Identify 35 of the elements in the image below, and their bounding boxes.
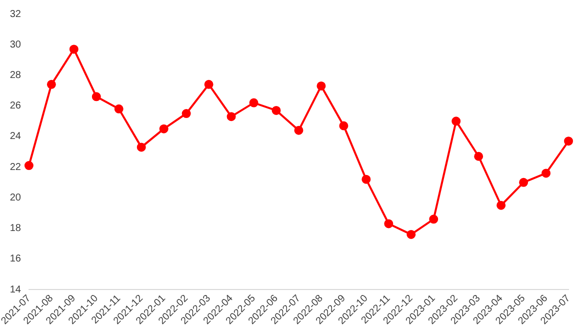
point bbox=[24, 161, 34, 170]
y-tick-label: 20 bbox=[10, 192, 22, 204]
point bbox=[519, 178, 528, 187]
y-tick-label: 30 bbox=[10, 39, 22, 50]
point bbox=[564, 136, 574, 146]
point bbox=[452, 116, 461, 126]
point bbox=[474, 152, 484, 161]
point bbox=[46, 80, 56, 89]
point bbox=[384, 219, 394, 228]
point bbox=[272, 106, 281, 115]
point bbox=[542, 168, 551, 178]
point bbox=[294, 126, 304, 135]
point bbox=[159, 124, 168, 134]
point bbox=[249, 98, 258, 108]
y-tick-label: 32 bbox=[10, 8, 22, 20]
point bbox=[316, 81, 326, 90]
point bbox=[496, 200, 506, 210]
y-tick-label: 14 bbox=[10, 284, 22, 296]
point bbox=[429, 214, 438, 224]
y-tick-label: 22 bbox=[10, 162, 22, 173]
point bbox=[114, 104, 124, 114]
point bbox=[136, 142, 146, 152]
point bbox=[182, 109, 191, 118]
y-tick-label: 24 bbox=[10, 131, 22, 142]
point bbox=[92, 92, 101, 102]
y-tick-label: 28 bbox=[10, 70, 22, 81]
point bbox=[226, 112, 236, 122]
point bbox=[406, 230, 416, 239]
point bbox=[362, 174, 371, 184]
point bbox=[204, 80, 214, 89]
y-tick-label: 26 bbox=[10, 100, 22, 112]
point bbox=[69, 44, 78, 54]
y-tick-label: 18 bbox=[10, 223, 22, 234]
y-tick-label: 16 bbox=[10, 254, 22, 265]
point bbox=[339, 121, 348, 130]
